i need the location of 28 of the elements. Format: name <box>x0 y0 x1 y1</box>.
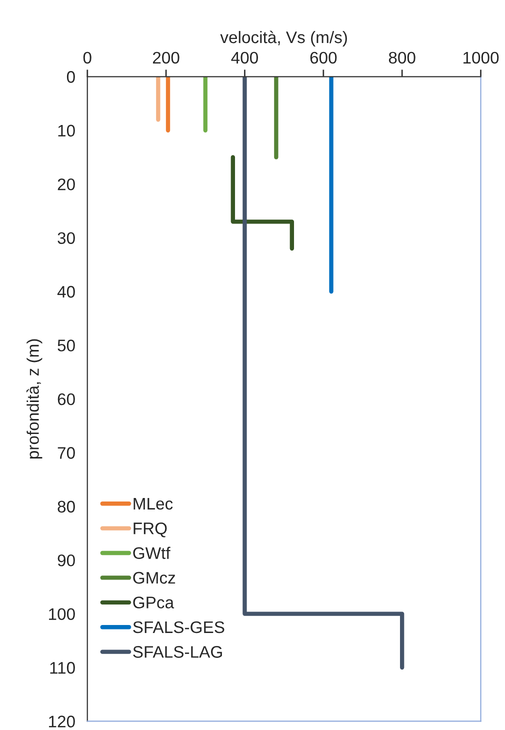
y-tick-label: 70 <box>58 447 75 459</box>
x-tick-label: 0 <box>83 52 92 64</box>
y-tick-label: 10 <box>58 124 75 137</box>
y-tick-label: 20 <box>58 178 75 190</box>
legend-label: GWtf <box>133 546 170 560</box>
x-tick-label: 1000 <box>463 52 499 64</box>
legend-label: MLec <box>134 498 173 510</box>
y-tick-label: 110 <box>50 662 75 674</box>
x-tick-label: 800 <box>388 52 416 64</box>
y-tick-label: 0 <box>66 71 75 83</box>
y-axis-title: profondità, z (m) <box>26 339 42 459</box>
legend-label: GPca <box>133 596 174 608</box>
legend-label: SFALS-LAG <box>133 646 222 658</box>
y-tick-label: 100 <box>49 608 75 620</box>
x-tick-label: 600 <box>310 52 337 64</box>
y-tick-label: 120 <box>49 716 75 728</box>
x-tick-label: 400 <box>231 52 258 64</box>
legend-label: FRQ <box>134 522 167 538</box>
legend-label: GMcz <box>133 572 176 584</box>
y-tick-label: 90 <box>58 554 75 566</box>
y-tick-label: 60 <box>58 393 75 406</box>
y-tick-label: 50 <box>58 340 75 352</box>
y-tick-label: 30 <box>58 232 75 244</box>
legend-label: SFALS-GES <box>133 621 224 634</box>
y-tick-label: 40 <box>57 286 75 298</box>
x-tick-label: 200 <box>152 52 180 64</box>
x-axis-title: velocità, Vs (m/s) <box>220 30 347 47</box>
y-tick-label: 80 <box>58 500 75 513</box>
